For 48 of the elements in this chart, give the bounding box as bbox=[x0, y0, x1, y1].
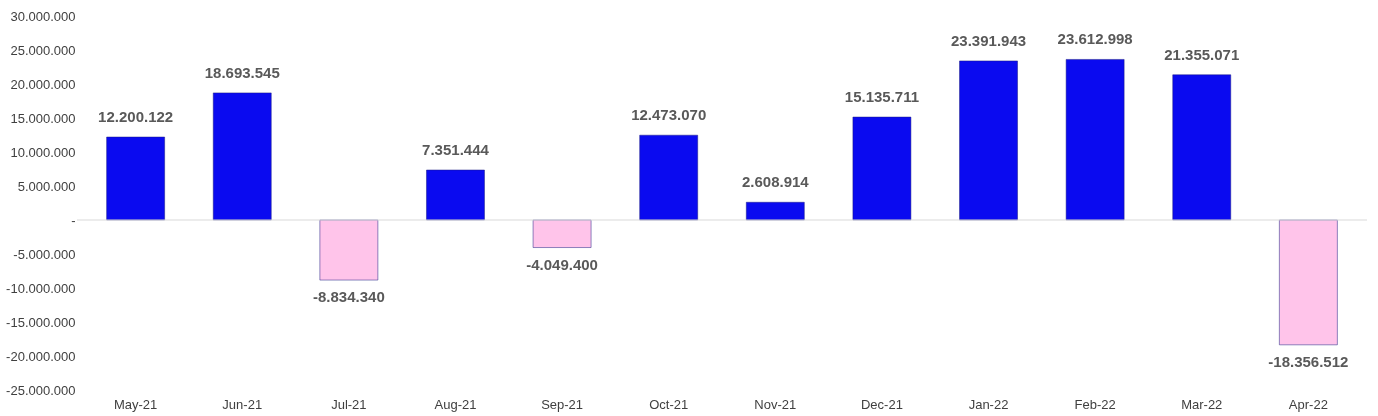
data-label: -4.049.400 bbox=[526, 255, 598, 273]
bar bbox=[1065, 59, 1125, 221]
bar bbox=[852, 116, 912, 221]
y-tick-label: 25.000.000 bbox=[10, 42, 76, 58]
bar bbox=[746, 202, 805, 221]
x-tick-label: Sep-21 bbox=[541, 396, 584, 412]
x-tick-label: Mar-22 bbox=[1181, 396, 1223, 412]
data-label: 18.693.545 bbox=[204, 63, 280, 81]
y-tick-label: -15.000.000 bbox=[6, 314, 76, 330]
y-tick-label: 10.000.000 bbox=[10, 144, 76, 160]
x-tick-label: Nov-21 bbox=[754, 396, 797, 412]
data-label: 7.351.444 bbox=[422, 141, 490, 159]
y-tick-label: 5.000.000 bbox=[17, 178, 76, 194]
bar bbox=[532, 219, 592, 248]
bar bbox=[106, 136, 165, 221]
bar bbox=[1279, 219, 1338, 346]
data-label: -8.834.340 bbox=[312, 288, 385, 306]
x-tick-label: Dec-21 bbox=[860, 396, 903, 412]
bar bbox=[959, 60, 1018, 221]
data-label: 15.135.711 bbox=[844, 88, 920, 106]
y-tick-label: -10.000.000 bbox=[6, 280, 76, 296]
y-tick-label: -25.000.000 bbox=[6, 382, 76, 398]
x-tick-label: Jan-22 bbox=[968, 396, 1009, 412]
x-tick-label: Jun-21 bbox=[222, 396, 263, 412]
bar bbox=[213, 92, 272, 221]
data-label: 23.612.998 bbox=[1057, 30, 1133, 48]
bar bbox=[639, 134, 698, 221]
data-label: 2.608.914 bbox=[741, 173, 810, 191]
y-tick-label: - bbox=[71, 212, 76, 228]
data-label: 12.473.070 bbox=[631, 106, 707, 124]
x-tick-label: Jul-21 bbox=[331, 396, 367, 412]
y-tick-label: -5.000.000 bbox=[13, 246, 76, 262]
data-label: 21.355.071 bbox=[1164, 45, 1240, 63]
data-label: -18.356.512 bbox=[1268, 352, 1349, 370]
bar bbox=[319, 219, 379, 281]
y-tick-label: 20.000.000 bbox=[10, 76, 76, 92]
y-tick-label: 15.000.000 bbox=[10, 110, 76, 126]
x-tick-label: Oct-21 bbox=[649, 396, 689, 412]
bar bbox=[1172, 74, 1231, 221]
x-tick-label: May-21 bbox=[113, 396, 158, 412]
data-label: 12.200.122 bbox=[98, 108, 174, 126]
y-tick-label: -20.000.000 bbox=[6, 348, 76, 364]
x-tick-label: Apr-22 bbox=[1288, 396, 1328, 412]
x-tick-label: Feb-22 bbox=[1074, 396, 1116, 412]
x-tick-label: Aug-21 bbox=[434, 396, 477, 412]
bar bbox=[426, 169, 485, 221]
y-tick-label: 30.000.000 bbox=[10, 8, 76, 24]
data-label: 23.391.943 bbox=[950, 31, 1027, 49]
